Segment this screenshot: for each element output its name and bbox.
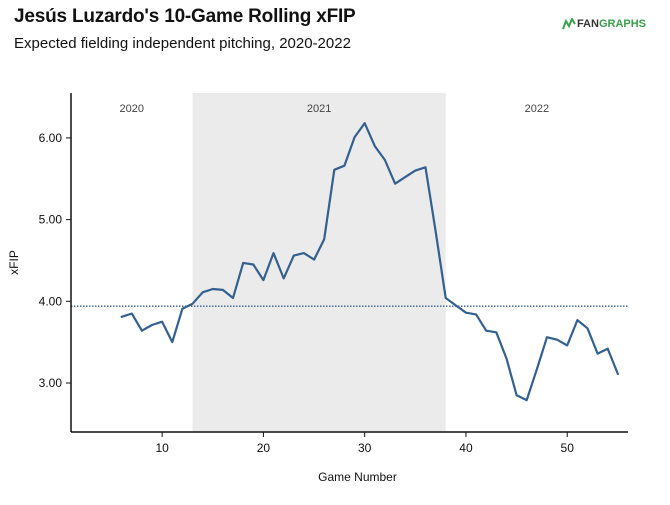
x-tick-label: 50 [561, 441, 575, 455]
y-axis-label: xFIP [7, 250, 21, 275]
series-line [120, 122, 619, 402]
chart-subtitle: Expected fielding independent pitching, … [14, 35, 351, 52]
x-tick-label: 40 [459, 441, 473, 455]
y-tick-label: 4.00 [39, 294, 63, 308]
season-label: 2022 [525, 103, 549, 115]
x-tick-label: 20 [257, 441, 271, 455]
logo-text-left: FAN [576, 18, 599, 30]
y-tick-label: 5.00 [39, 213, 63, 227]
season-labels: 2020 2021 2022 [120, 103, 550, 115]
y-ticks: 3.00 4.00 5.00 6.00 [39, 131, 71, 390]
season-bands [192, 93, 446, 432]
season-band-2021 [192, 93, 446, 432]
chart-title: Jesús Luzardo's 10-Game Rolling xFIP [14, 6, 356, 27]
fangraphs-logo-icon [562, 18, 576, 30]
logo-text-right: GRAPHS [598, 18, 646, 30]
y-tick-label: 6.00 [39, 131, 63, 145]
x-tick-label: 10 [155, 441, 169, 455]
axes [70, 93, 628, 433]
fangraphs-logo: FAN GRAPHS [562, 18, 646, 30]
x-ticks: 10 20 30 40 50 [155, 432, 574, 455]
season-label: 2021 [307, 103, 331, 115]
season-label: 2020 [120, 103, 144, 115]
x-tick-label: 30 [358, 441, 372, 455]
x-axis-label: Game Number [318, 470, 397, 484]
y-tick-label: 3.00 [39, 376, 63, 390]
